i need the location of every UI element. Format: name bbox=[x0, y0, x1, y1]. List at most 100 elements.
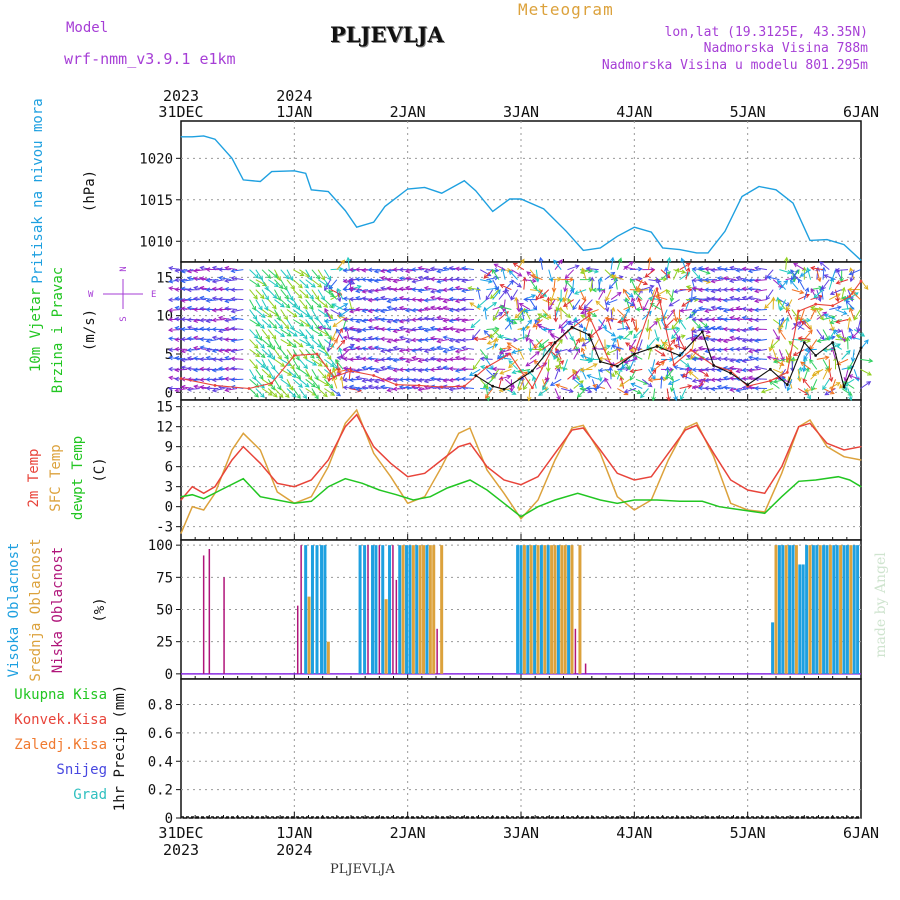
wind-arrow-head bbox=[697, 345, 703, 351]
wind-arrow-head bbox=[660, 361, 666, 366]
wind-arrow bbox=[261, 319, 272, 328]
wind-arrow bbox=[443, 267, 456, 271]
wind-arrow bbox=[635, 288, 643, 300]
wind-arrow bbox=[356, 289, 369, 292]
cloud-bar-mid bbox=[326, 641, 330, 674]
wind-arrow bbox=[480, 358, 493, 360]
wind-arrow bbox=[381, 386, 394, 389]
wind-arrow-head bbox=[361, 308, 367, 313]
wind-arrow bbox=[267, 339, 275, 350]
wind-arrow-head bbox=[680, 334, 686, 339]
wind-arrow-head bbox=[276, 276, 281, 282]
wind-arrow bbox=[554, 259, 563, 270]
wind-arrow-head bbox=[398, 325, 404, 331]
wind-arrow-head bbox=[617, 319, 623, 324]
wind-arrow bbox=[393, 279, 406, 283]
wind-arrow-head bbox=[373, 378, 379, 384]
wind-arrow-head bbox=[864, 339, 869, 345]
wind-arrow-head bbox=[823, 274, 829, 279]
wind-arrow-head bbox=[338, 266, 344, 272]
wind-arrow-head bbox=[598, 367, 604, 373]
wind-arrow-head bbox=[580, 310, 586, 315]
wind-arrow bbox=[682, 368, 693, 378]
wind-arrow-head bbox=[224, 376, 229, 382]
wind-arrow bbox=[705, 338, 718, 340]
pressure-point bbox=[826, 239, 828, 241]
pressure-point bbox=[565, 230, 567, 232]
pressure-point bbox=[214, 138, 216, 140]
wind-arrow bbox=[635, 319, 638, 332]
wind-arrow-head bbox=[785, 306, 791, 312]
wind-arrow bbox=[822, 368, 829, 380]
wind-arrow bbox=[705, 327, 718, 330]
wind-arrow-head bbox=[348, 357, 354, 362]
wind-arrow-head bbox=[753, 307, 759, 313]
wind-arrow bbox=[299, 279, 309, 289]
wind-arrow-head bbox=[822, 385, 827, 391]
wind-arrow bbox=[828, 319, 835, 331]
wind-arrow-head bbox=[830, 335, 836, 340]
wind-arrow-head bbox=[199, 317, 205, 323]
wind-arrow-head bbox=[224, 326, 229, 332]
wind-arrow bbox=[175, 388, 188, 392]
wind-speed-point bbox=[689, 348, 693, 352]
wind-arrow bbox=[504, 378, 515, 388]
wind-arrow-head bbox=[716, 266, 722, 271]
wind-arrow bbox=[816, 267, 819, 280]
wind-arrow bbox=[328, 290, 338, 300]
wind-arrow-head bbox=[572, 305, 577, 311]
wind-arrow-head bbox=[253, 334, 259, 340]
wind-arrow-head bbox=[429, 295, 435, 301]
wind-arrow-head bbox=[342, 356, 348, 362]
wind-gust-point bbox=[530, 369, 534, 373]
wind-arrow-head bbox=[704, 297, 709, 303]
wind-arrow-head bbox=[224, 348, 230, 353]
wind-arrow-head bbox=[628, 330, 634, 336]
wind-arrow-head bbox=[770, 343, 775, 349]
wind-side-label-2: Brzina i Pravac bbox=[50, 267, 66, 393]
wind-arrow bbox=[280, 329, 292, 337]
wind-arrow bbox=[255, 309, 266, 318]
wind-arrow bbox=[528, 388, 531, 401]
wind-arrow-head bbox=[630, 317, 636, 323]
wind-arrow-head bbox=[668, 302, 674, 307]
wind-arrow bbox=[779, 280, 788, 290]
wind-arrow-head bbox=[854, 376, 860, 382]
wind-arrow bbox=[249, 289, 258, 300]
wind-arrow-head bbox=[716, 287, 722, 293]
wind-speed-point bbox=[831, 304, 835, 308]
wind-arrow-head bbox=[818, 294, 824, 300]
wind-arrow bbox=[286, 379, 294, 391]
wind-arrow-head bbox=[489, 333, 495, 339]
wind-arrow-head bbox=[423, 367, 429, 373]
temp-point-2 bbox=[310, 500, 312, 502]
wind-arrow-head bbox=[815, 370, 820, 375]
wind-arrow bbox=[362, 347, 375, 350]
wind-arrow bbox=[835, 269, 848, 271]
wind-arrow-head bbox=[616, 291, 622, 297]
wind-arrow bbox=[851, 329, 861, 339]
wind-arrow bbox=[168, 309, 182, 311]
wind-arrow-head bbox=[716, 347, 722, 353]
wind-arrow-head bbox=[681, 269, 687, 275]
wind-arrow bbox=[305, 279, 316, 288]
wind-arrow bbox=[848, 374, 861, 380]
cloud-bar-high bbox=[304, 545, 308, 674]
wind-arrow bbox=[339, 309, 350, 317]
temp-point-1 bbox=[441, 459, 443, 461]
wind-arrow bbox=[860, 368, 872, 376]
wind-arrow bbox=[305, 369, 312, 381]
wind-arrow bbox=[673, 335, 685, 340]
wind-arrow-head bbox=[846, 316, 852, 322]
wind-arrow-head bbox=[270, 385, 275, 391]
wind-speed-point bbox=[848, 295, 852, 298]
wind-arrow-head bbox=[272, 324, 278, 329]
wind-arrow bbox=[831, 269, 836, 282]
wind-arrow bbox=[637, 339, 643, 351]
cloud-bar-high bbox=[845, 545, 849, 674]
wind-arrow-head bbox=[361, 337, 366, 342]
wind-arrow-head bbox=[448, 386, 454, 392]
pressure-point bbox=[424, 186, 426, 188]
temp-point-0 bbox=[582, 424, 584, 426]
wind-arrow-head bbox=[722, 267, 728, 272]
